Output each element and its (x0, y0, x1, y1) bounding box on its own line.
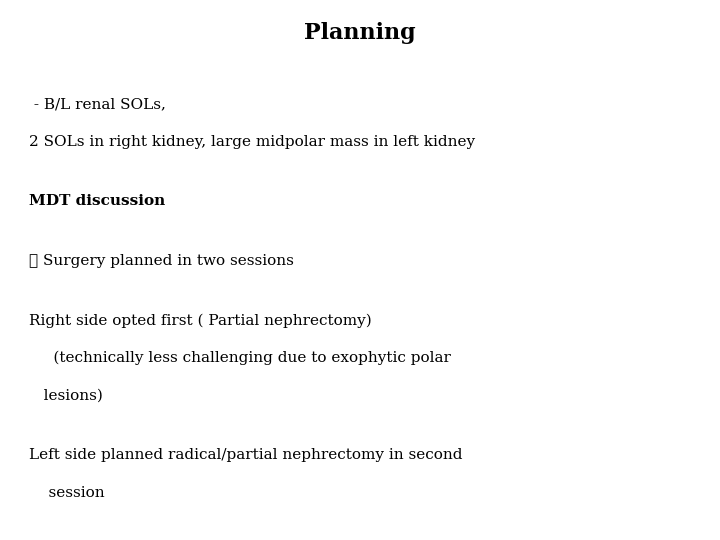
Text: session: session (29, 486, 104, 500)
Text: Right side opted first ( Partial nephrectomy): Right side opted first ( Partial nephrec… (29, 313, 372, 328)
Text: ➤ Surgery planned in two sessions: ➤ Surgery planned in two sessions (29, 254, 294, 268)
Text: 2 SOLs in right kidney, large midpolar mass in left kidney: 2 SOLs in right kidney, large midpolar m… (29, 135, 475, 149)
Text: lesions): lesions) (29, 389, 103, 403)
Text: (technically less challenging due to exophytic polar: (technically less challenging due to exo… (29, 351, 451, 366)
Text: Left side planned radical/partial nephrectomy in second: Left side planned radical/partial nephre… (29, 448, 462, 462)
Text: - B/L renal SOLs,: - B/L renal SOLs, (29, 97, 166, 111)
Text: Planning: Planning (304, 22, 416, 44)
Text: MDT discussion: MDT discussion (29, 194, 165, 208)
